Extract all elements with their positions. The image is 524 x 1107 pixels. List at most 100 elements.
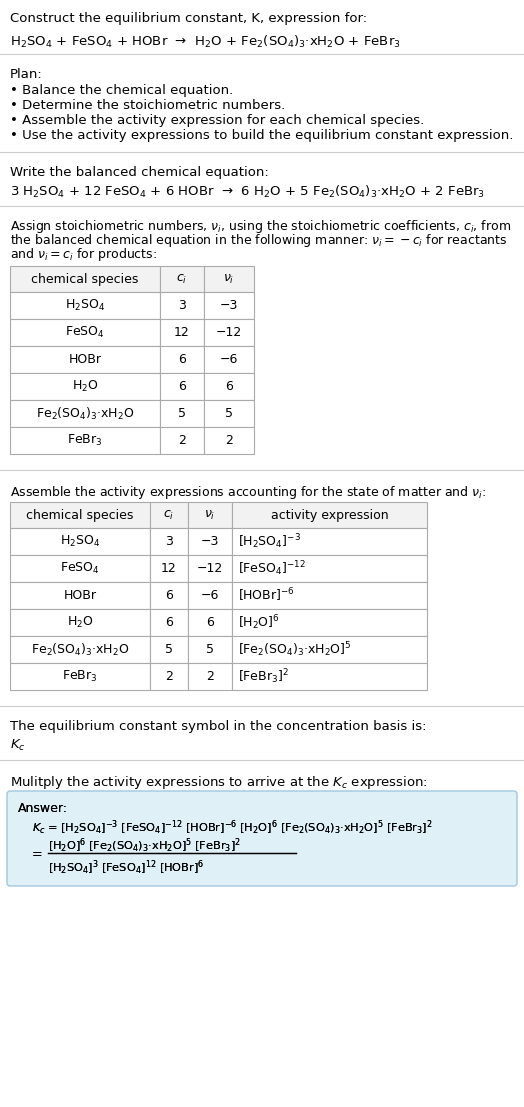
Text: $c_i$: $c_i$	[163, 508, 174, 521]
Text: −3: −3	[220, 299, 238, 312]
Text: 6: 6	[178, 353, 186, 366]
Bar	[150, 663, 188, 690]
Text: 6: 6	[225, 380, 233, 393]
Bar	[204, 266, 254, 292]
Text: $\nu_i$: $\nu_i$	[223, 272, 235, 286]
Text: 5: 5	[178, 407, 186, 420]
Text: chemical species: chemical species	[26, 508, 134, 521]
Text: HOBr: HOBr	[63, 589, 96, 602]
Text: =: =	[32, 848, 42, 861]
Text: H$_2$O: H$_2$O	[72, 379, 99, 394]
Bar	[150, 582, 188, 609]
Bar	[188, 582, 232, 609]
Bar	[10, 319, 160, 346]
Bar	[150, 555, 188, 582]
Text: 3 H$_2$SO$_4$ + 12 FeSO$_4$ + 6 HOBr  →  6 H$_2$O + 5 Fe$_2$(SO$_4$)$_3$·xH$_2$O: 3 H$_2$SO$_4$ + 12 FeSO$_4$ + 6 HOBr → 6…	[10, 184, 485, 200]
Text: HOBr: HOBr	[69, 353, 102, 366]
Text: −12: −12	[197, 562, 223, 575]
Bar	[188, 501, 232, 528]
Text: −3: −3	[201, 535, 219, 548]
Text: Answer:: Answer:	[18, 801, 68, 815]
Bar	[10, 609, 150, 637]
Text: $c_i$: $c_i$	[177, 272, 188, 286]
Text: 6: 6	[165, 589, 173, 602]
Text: H$_2$SO$_4$: H$_2$SO$_4$	[65, 298, 105, 313]
Text: Assemble the activity expressions accounting for the state of matter and $\nu_i$: Assemble the activity expressions accoun…	[10, 484, 486, 501]
Text: $\nu_i$: $\nu_i$	[204, 508, 216, 521]
Text: =: =	[32, 848, 42, 861]
Bar	[204, 400, 254, 427]
Bar	[160, 266, 204, 292]
Text: 2: 2	[206, 670, 214, 683]
Bar	[150, 637, 188, 663]
Bar	[188, 555, 232, 582]
Bar	[160, 400, 204, 427]
Bar	[150, 528, 188, 555]
Bar	[160, 292, 204, 319]
Text: −6: −6	[220, 353, 238, 366]
Text: [Fe$_2$(SO$_4$)$_3$·xH$_2$O]$^5$: [Fe$_2$(SO$_4$)$_3$·xH$_2$O]$^5$	[238, 640, 352, 659]
Text: 2: 2	[178, 434, 186, 447]
Text: [H$_2$SO$_4$]$^3$ [FeSO$_4$]$^{12}$ [HOBr]$^6$: [H$_2$SO$_4$]$^3$ [FeSO$_4$]$^{12}$ [HOB…	[48, 859, 204, 878]
Text: chemical species: chemical species	[31, 272, 139, 286]
Text: FeSO$_4$: FeSO$_4$	[60, 561, 100, 576]
Bar	[188, 609, 232, 637]
Text: Write the balanced chemical equation:: Write the balanced chemical equation:	[10, 166, 269, 179]
Text: 12: 12	[174, 325, 190, 339]
Text: 6: 6	[178, 380, 186, 393]
Bar	[232, 528, 427, 555]
Bar	[232, 609, 427, 637]
Bar	[160, 427, 204, 454]
Bar	[204, 346, 254, 373]
Text: $K_c$ = [H$_2$SO$_4$]$^{-3}$ [FeSO$_4$]$^{-12}$ [HOBr]$^{-6}$ [H$_2$O]$^6$ [Fe$_: $K_c$ = [H$_2$SO$_4$]$^{-3}$ [FeSO$_4$]$…	[32, 819, 433, 837]
Bar	[204, 373, 254, 400]
Text: • Balance the chemical equation.: • Balance the chemical equation.	[10, 84, 233, 97]
Text: 3: 3	[165, 535, 173, 548]
Bar	[188, 663, 232, 690]
Text: [H$_2$O]$^6$ [Fe$_2$(SO$_4$)$_3$·xH$_2$O]$^5$ [FeBr$_3$]$^2$: [H$_2$O]$^6$ [Fe$_2$(SO$_4$)$_3$·xH$_2$O…	[48, 837, 241, 856]
Text: 12: 12	[161, 562, 177, 575]
Text: [H$_2$O]$^6$: [H$_2$O]$^6$	[238, 613, 280, 632]
Text: Plan:: Plan:	[10, 68, 43, 81]
Bar	[10, 637, 150, 663]
Bar	[150, 501, 188, 528]
Bar	[10, 528, 150, 555]
Text: H$_2$SO$_4$ + FeSO$_4$ + HOBr  →  H$_2$O + Fe$_2$(SO$_4$)$_3$·xH$_2$O + FeBr$_3$: H$_2$SO$_4$ + FeSO$_4$ + HOBr → H$_2$O +…	[10, 34, 401, 50]
Text: $K_c$ = [H$_2$SO$_4$]$^{-3}$ [FeSO$_4$]$^{-12}$ [HOBr]$^{-6}$ [H$_2$O]$^6$ [Fe$_: $K_c$ = [H$_2$SO$_4$]$^{-3}$ [FeSO$_4$]$…	[32, 819, 433, 837]
Text: Answer:: Answer:	[18, 801, 68, 815]
Text: $K_c$: $K_c$	[10, 738, 26, 753]
Text: [FeSO$_4$]$^{-12}$: [FeSO$_4$]$^{-12}$	[238, 559, 306, 578]
Bar	[150, 609, 188, 637]
Text: 5: 5	[206, 643, 214, 656]
Text: FeBr$_3$: FeBr$_3$	[67, 433, 103, 448]
Bar	[188, 637, 232, 663]
Text: 6: 6	[206, 615, 214, 629]
Bar	[232, 637, 427, 663]
Text: Mulitply the activity expressions to arrive at the $K_c$ expression:: Mulitply the activity expressions to arr…	[10, 774, 428, 792]
Bar	[10, 373, 160, 400]
Bar	[232, 555, 427, 582]
Bar	[160, 346, 204, 373]
Bar	[10, 501, 150, 528]
Text: H$_2$SO$_4$: H$_2$SO$_4$	[60, 534, 100, 549]
Text: −6: −6	[201, 589, 219, 602]
Text: • Assemble the activity expression for each chemical species.: • Assemble the activity expression for e…	[10, 114, 424, 127]
Text: the balanced chemical equation in the following manner: $\nu_i = -c_i$ for react: the balanced chemical equation in the fo…	[10, 232, 507, 249]
Bar	[160, 319, 204, 346]
Text: 2: 2	[225, 434, 233, 447]
Text: FeBr$_3$: FeBr$_3$	[62, 669, 98, 684]
Bar	[10, 582, 150, 609]
Text: [H$_2$SO$_4$]$^3$ [FeSO$_4$]$^{12}$ [HOBr]$^6$: [H$_2$SO$_4$]$^3$ [FeSO$_4$]$^{12}$ [HOB…	[48, 859, 204, 878]
Bar	[10, 555, 150, 582]
Bar	[204, 319, 254, 346]
Text: 5: 5	[165, 643, 173, 656]
Text: The equilibrium constant symbol in the concentration basis is:: The equilibrium constant symbol in the c…	[10, 720, 427, 733]
Bar	[10, 663, 150, 690]
Text: Assign stoichiometric numbers, $\nu_i$, using the stoichiometric coefficients, $: Assign stoichiometric numbers, $\nu_i$, …	[10, 218, 511, 235]
Bar	[204, 427, 254, 454]
Text: Fe$_2$(SO$_4$)$_3$·xH$_2$O: Fe$_2$(SO$_4$)$_3$·xH$_2$O	[31, 641, 129, 658]
Text: activity expression: activity expression	[271, 508, 388, 521]
Bar	[232, 663, 427, 690]
Bar	[10, 266, 160, 292]
Text: 3: 3	[178, 299, 186, 312]
